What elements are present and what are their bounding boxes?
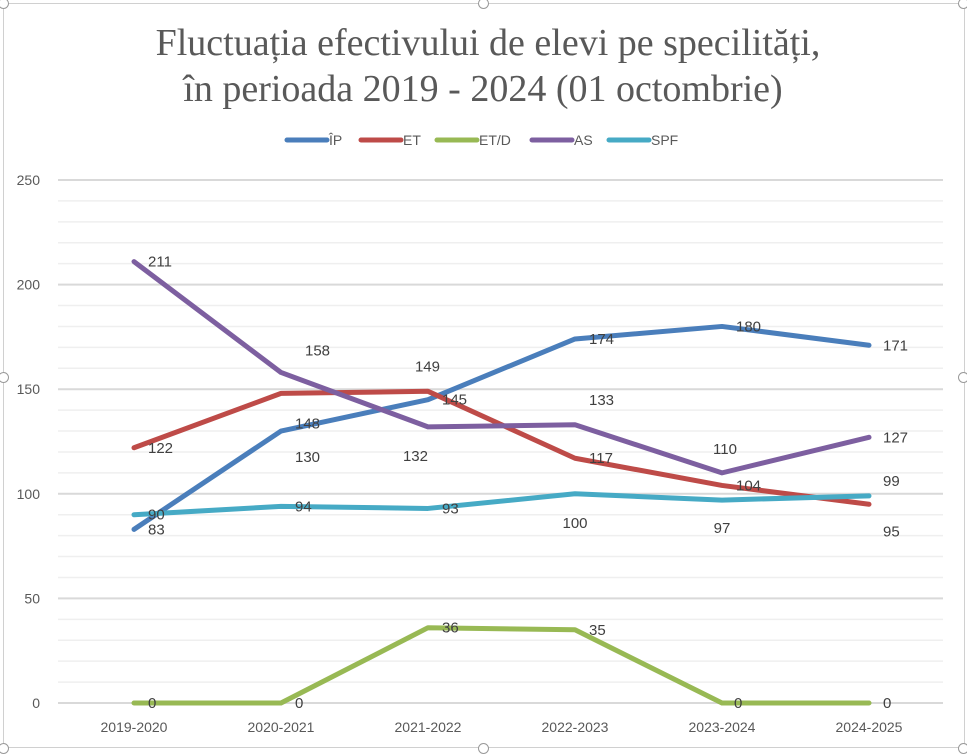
x-tick-label: 2023-2024 xyxy=(689,719,756,735)
x-tick-label: 2024-2025 xyxy=(836,719,903,735)
data-label: 0 xyxy=(734,695,742,712)
series-line-p xyxy=(131,323,872,532)
y-tick-label: 250 xyxy=(17,172,41,188)
data-label: 180 xyxy=(736,318,761,335)
legend-item-spf[interactable]: SPF xyxy=(606,132,678,148)
legend-label: ET/D xyxy=(479,132,511,148)
x-tick-label: 2020-2021 xyxy=(248,719,315,735)
data-label: 117 xyxy=(589,450,613,467)
legend-item-as[interactable]: AS xyxy=(529,132,593,148)
data-label: 95 xyxy=(883,523,900,540)
y-tick-label: 100 xyxy=(17,486,41,502)
series-line-spf xyxy=(131,491,872,518)
data-label: 97 xyxy=(714,520,731,537)
resize-handle-top-center[interactable] xyxy=(478,0,489,9)
y-tick-label: 50 xyxy=(24,590,40,606)
legend-label: AS xyxy=(574,132,593,148)
data-label: 99 xyxy=(883,473,900,490)
resize-handle-middle-right[interactable] xyxy=(958,372,967,383)
data-label: 0 xyxy=(883,695,891,712)
legend-item-et[interactable]: ET xyxy=(358,132,421,148)
legend-item-etd[interactable]: ET/D xyxy=(434,132,511,148)
x-tick-label: 2021-2022 xyxy=(395,719,462,735)
data-label: 158 xyxy=(305,342,330,359)
data-label: 148 xyxy=(295,415,320,432)
chart-title-line-2: în perioada 2019 - 2024 (01 octombrie) xyxy=(182,68,782,110)
x-tick-label: 2022-2023 xyxy=(542,719,609,735)
data-label: 132 xyxy=(403,448,428,465)
data-label: 35 xyxy=(589,622,606,639)
y-tick-label: 150 xyxy=(17,381,41,397)
data-label: 127 xyxy=(883,429,908,446)
data-label: 100 xyxy=(562,515,587,532)
series-line-etd xyxy=(131,625,872,706)
data-label: 104 xyxy=(736,477,761,494)
data-label: 0 xyxy=(295,695,303,712)
data-label: 94 xyxy=(295,498,312,515)
data-label: 90 xyxy=(148,507,165,524)
x-tick-label: 2019-2020 xyxy=(101,719,168,735)
data-label: 171 xyxy=(883,337,908,354)
data-label: 83 xyxy=(148,521,165,538)
chart-title-line-1: Fluctuația efectivului de elevi pe speci… xyxy=(156,22,821,64)
data-label: 149 xyxy=(415,358,440,375)
data-label: 130 xyxy=(295,449,320,466)
y-tick-label: 0 xyxy=(32,695,40,711)
series-line-as xyxy=(131,259,872,476)
resize-handle-top-left[interactable] xyxy=(0,0,9,9)
data-label: 211 xyxy=(148,254,172,271)
legend-label: ET xyxy=(403,132,421,148)
data-label: 110 xyxy=(713,441,737,458)
data-label: 133 xyxy=(589,392,614,409)
resize-handle-middle-left[interactable] xyxy=(0,372,9,383)
data-label: 0 xyxy=(148,695,156,712)
resize-handle-top-right[interactable] xyxy=(958,0,967,9)
legend-label: ÎP xyxy=(328,132,342,148)
legend-item-p[interactable]: ÎP xyxy=(284,132,342,148)
data-label: 93 xyxy=(442,500,459,517)
data-label: 174 xyxy=(589,331,614,348)
data-label: 36 xyxy=(442,620,459,637)
data-label: 145 xyxy=(442,392,467,409)
y-tick-label: 200 xyxy=(17,277,41,293)
data-label: 122 xyxy=(148,440,173,457)
legend-label: SPF xyxy=(651,132,678,148)
